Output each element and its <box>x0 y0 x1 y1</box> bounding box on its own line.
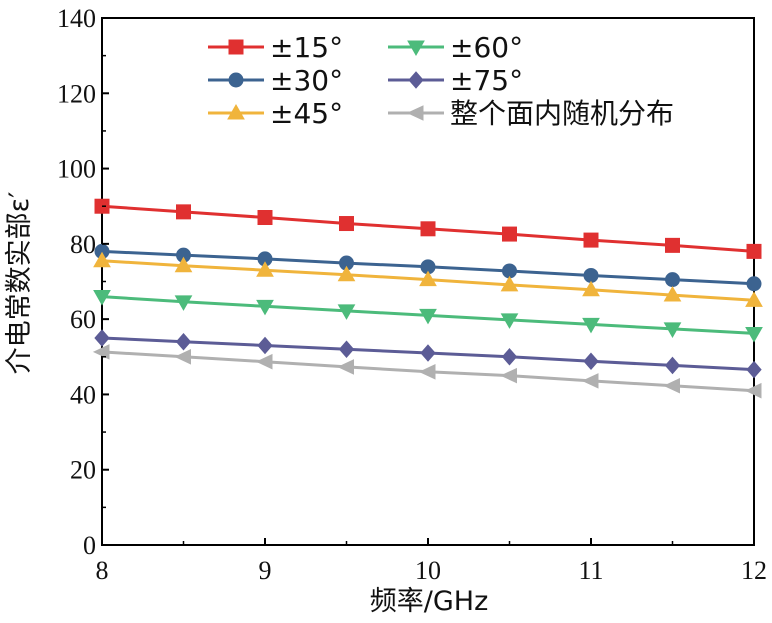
data-point <box>665 237 680 253</box>
legend-marker <box>228 39 244 55</box>
data-point <box>93 251 111 268</box>
y-axis-title: 介电常数实部ε′ <box>4 192 35 375</box>
data-point <box>500 313 519 329</box>
y-tick-label: 40 <box>70 380 96 409</box>
legend-item-3: ±45° <box>208 97 343 130</box>
data-point <box>500 275 519 292</box>
data-point <box>419 270 437 287</box>
data-point <box>257 210 273 226</box>
x-tick-label: 8 <box>96 556 109 585</box>
data-point <box>663 322 682 338</box>
data-point <box>257 336 273 355</box>
legend-marker <box>408 71 424 89</box>
legend-item-4: ±60° <box>388 31 523 64</box>
data-point <box>420 221 436 237</box>
data-point <box>663 377 680 394</box>
series-5 <box>94 329 762 379</box>
data-point <box>93 290 111 306</box>
legend-label: ±45° <box>270 97 343 130</box>
data-point <box>419 308 437 325</box>
data-point <box>582 280 600 297</box>
data-point <box>583 232 599 248</box>
data-point <box>256 261 274 277</box>
legend-item-1: ±15° <box>208 31 343 64</box>
data-point <box>174 256 193 273</box>
data-point <box>174 349 191 365</box>
x-tick-label: 11 <box>578 556 603 585</box>
legend-label: ±60° <box>450 31 523 64</box>
data-point <box>337 304 356 320</box>
y-tick-label: 0 <box>83 531 96 560</box>
y-tick-label: 60 <box>70 305 96 334</box>
series-1 <box>94 198 762 259</box>
y-tick-label: 80 <box>70 230 96 259</box>
y-tick-label: 100 <box>57 155 96 184</box>
data-point <box>339 216 354 232</box>
data-point <box>665 272 680 288</box>
legend-marker <box>227 103 245 120</box>
data-point <box>256 299 274 316</box>
data-point <box>663 286 682 302</box>
data-point <box>582 317 600 334</box>
data-point <box>502 263 517 279</box>
y-tick-label: 140 <box>57 4 96 33</box>
data-point <box>175 332 192 351</box>
legend-label: ±30° <box>270 64 343 97</box>
data-point <box>581 373 599 389</box>
series-2 <box>94 243 762 292</box>
legend-item-2: ±30° <box>208 64 343 97</box>
legend-item-6: 整个面内随机分布 <box>388 97 674 130</box>
x-tick-label: 10 <box>415 556 441 585</box>
series-4 <box>93 290 763 343</box>
data-point <box>337 359 354 375</box>
legend-label: 整个面内随机分布 <box>450 97 674 130</box>
data-point <box>500 367 517 384</box>
legend: ±15°±30°±45° ±60°±75°整个面内随机分布 <box>208 31 674 130</box>
data-point <box>746 276 762 292</box>
series-6 <box>92 344 762 399</box>
data-point <box>176 204 191 220</box>
legend-label: ±75° <box>450 64 523 97</box>
data-point <box>502 226 517 242</box>
x-tick-label: 9 <box>259 556 272 585</box>
data-point <box>420 344 436 362</box>
y-tick-label: 120 <box>57 79 96 108</box>
data-point <box>418 364 436 380</box>
x-axis-title: 频率/GHz <box>370 586 489 617</box>
series-3 <box>93 251 763 307</box>
data-point <box>337 265 356 282</box>
legend-item-5: ±75° <box>388 64 523 97</box>
data-point <box>745 326 763 343</box>
data-point <box>664 356 681 375</box>
data-point <box>174 295 193 311</box>
legend-marker <box>407 40 425 57</box>
legend-marker <box>228 72 244 88</box>
data-point <box>92 344 110 360</box>
legend-marker <box>406 105 424 121</box>
data-point <box>255 353 273 370</box>
data-point <box>94 329 110 347</box>
data-point <box>583 267 599 283</box>
x-tick-label: 12 <box>741 556 767 585</box>
data-point <box>746 243 762 259</box>
legend-label: ±15° <box>270 31 343 64</box>
data-point <box>501 348 518 366</box>
data-point <box>583 352 599 371</box>
y-tick-label: 20 <box>70 456 96 485</box>
data-point <box>745 291 763 307</box>
data-point <box>338 340 355 359</box>
series-layer <box>92 198 763 399</box>
data-point <box>746 360 762 379</box>
data-point <box>744 382 762 399</box>
